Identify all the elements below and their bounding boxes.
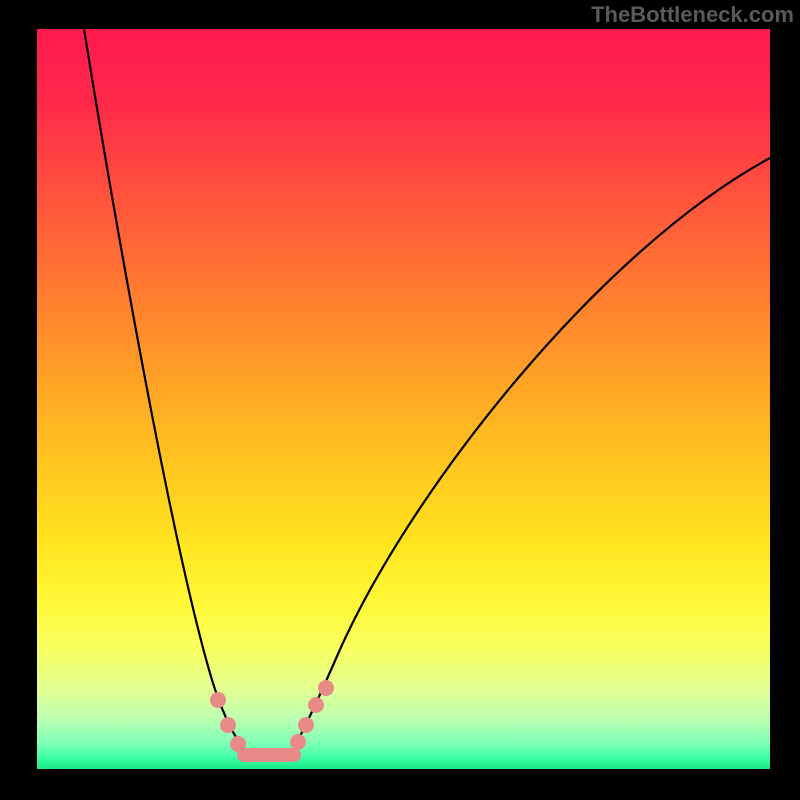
chart-container: TheBottleneck.com [0, 0, 800, 800]
right-marker-3 [318, 680, 334, 696]
bottom-marker-bar [237, 748, 301, 762]
gradient-plot-area [37, 29, 770, 769]
right-marker-0 [290, 734, 306, 750]
left-marker-0 [210, 692, 226, 708]
bottleneck-curve-chart [0, 0, 800, 800]
watermark-text: TheBottleneck.com [591, 2, 794, 28]
right-marker-1 [298, 717, 314, 733]
right-marker-2 [308, 697, 324, 713]
left-marker-1 [220, 717, 236, 733]
